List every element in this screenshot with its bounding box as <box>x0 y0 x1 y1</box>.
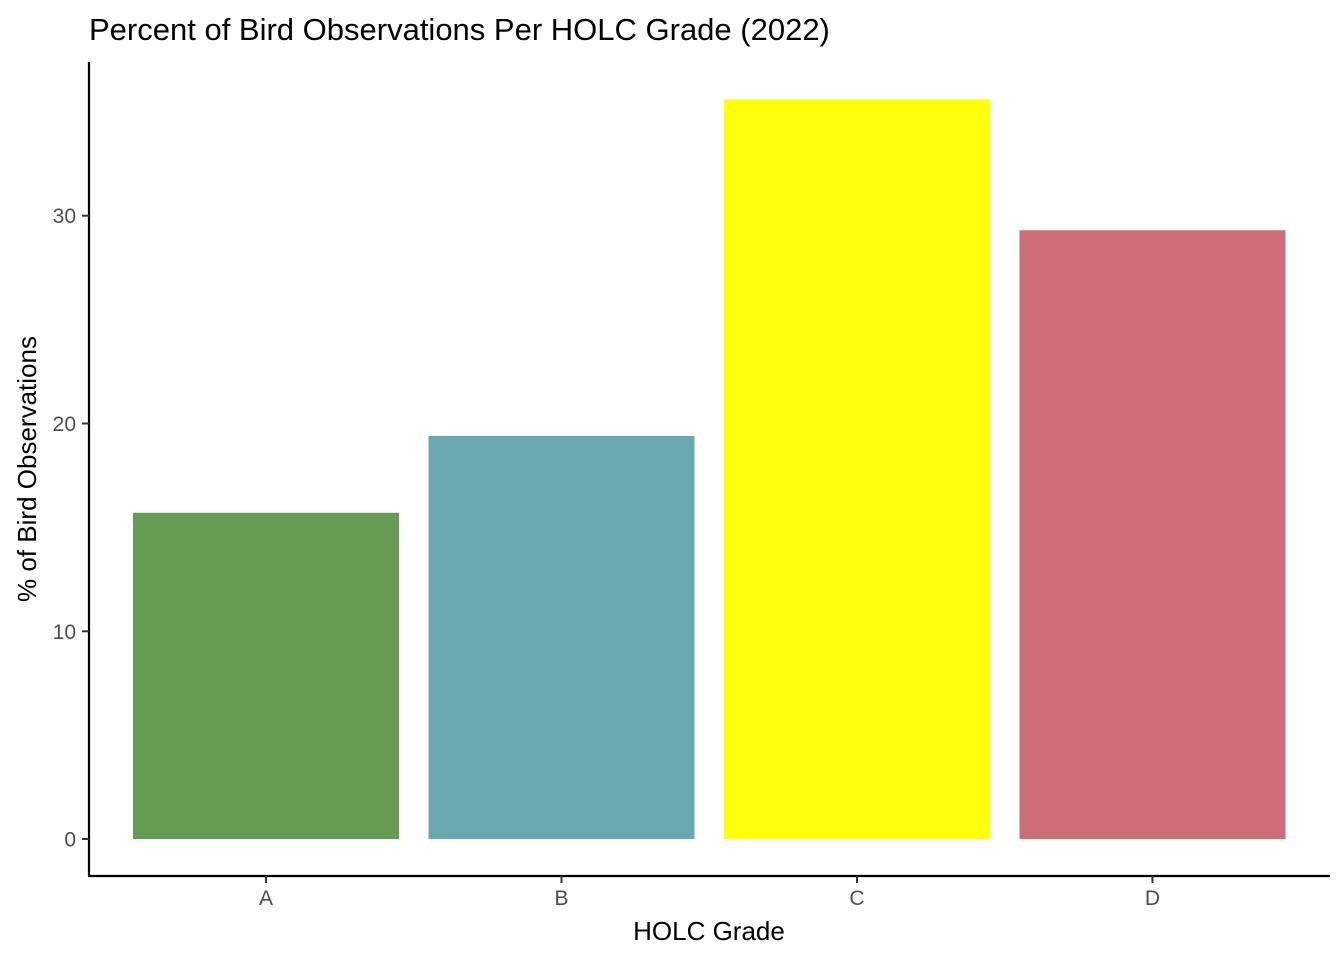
bar-c <box>724 99 990 839</box>
y-tick-label: 10 <box>53 621 76 644</box>
bars-group <box>133 99 1286 840</box>
bar-d <box>1019 230 1286 840</box>
x-tick-label: D <box>1145 887 1160 910</box>
y-axis-title: % of Bird Observations <box>12 336 42 602</box>
x-axis-title: HOLC Grade <box>633 916 785 946</box>
x-tick-label: A <box>259 887 273 910</box>
y-axis-ticks: 0 10 20 30 <box>53 205 89 852</box>
chart-title: Percent of Bird Observations Per HOLC Gr… <box>89 12 830 47</box>
x-tick-label: C <box>849 887 864 910</box>
y-tick-label: 30 <box>53 205 76 228</box>
bar-a <box>133 512 399 839</box>
y-tick-label: 0 <box>64 829 76 852</box>
bar-b <box>428 436 695 840</box>
y-tick-label: 20 <box>53 413 76 436</box>
x-axis-ticks: A B C D <box>259 876 1160 910</box>
x-tick-label: B <box>554 887 568 910</box>
